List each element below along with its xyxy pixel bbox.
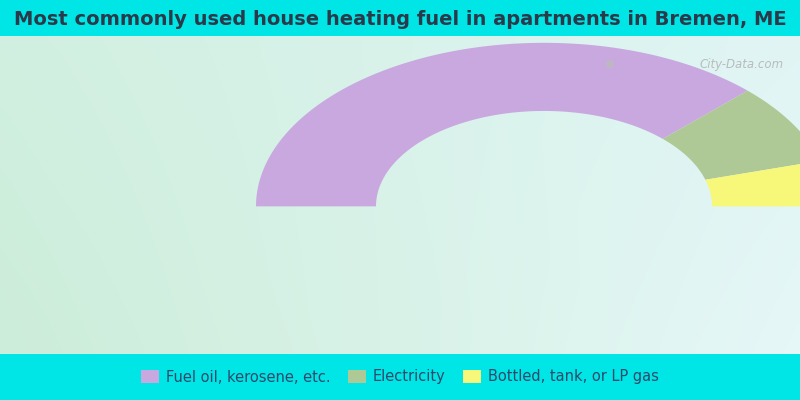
Polygon shape xyxy=(706,161,800,206)
Text: Most commonly used house heating fuel in apartments in Bremen, ME: Most commonly used house heating fuel in… xyxy=(14,10,786,29)
Text: City-Data.com: City-Data.com xyxy=(700,58,784,71)
Text: ●: ● xyxy=(604,58,614,68)
Polygon shape xyxy=(256,43,748,206)
Polygon shape xyxy=(662,91,800,180)
Legend: Fuel oil, kerosene, etc., Electricity, Bottled, tank, or LP gas: Fuel oil, kerosene, etc., Electricity, B… xyxy=(137,365,663,389)
